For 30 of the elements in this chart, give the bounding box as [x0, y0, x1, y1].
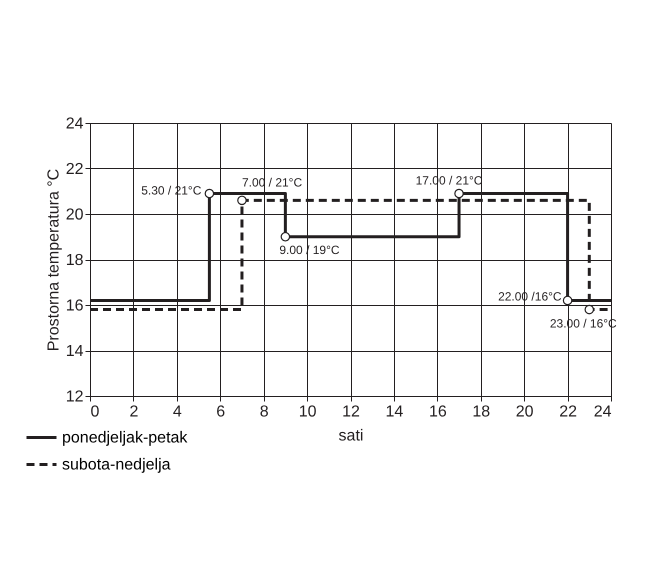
- x-tick-label: 2: [129, 404, 138, 420]
- x-tick-label: 14: [386, 404, 404, 420]
- legend-label: subota-nedjelja: [62, 456, 171, 474]
- x-tick-label: 4: [172, 404, 182, 420]
- point: [584, 304, 594, 314]
- legend-label: ponedjeljak-petak: [62, 430, 188, 446]
- x-tick-label: 6: [216, 404, 226, 420]
- point: [237, 196, 247, 206]
- x-tick-label: 24: [594, 404, 612, 420]
- x-tick-label: 8: [260, 404, 269, 420]
- y-tick-label: 12: [66, 388, 84, 406]
- y-tick-label: 20: [66, 206, 84, 224]
- point: [454, 188, 464, 198]
- x-tick-label: 22: [559, 404, 578, 420]
- x-tick-label: 0: [90, 404, 100, 420]
- y-tick-label: 18: [66, 252, 84, 269]
- x-tick-label: 20: [516, 404, 534, 420]
- y-axis-title: Prostorna temperatura °C: [46, 168, 63, 352]
- x-tick-label: 18: [472, 404, 490, 420]
- point: [562, 296, 572, 306]
- point: [204, 188, 214, 198]
- y-tick-label: 16: [66, 298, 84, 314]
- point: [280, 232, 290, 242]
- x-axis-title: sati: [338, 428, 364, 444]
- y-tick-label: 14: [66, 343, 84, 360]
- x-tick-label: 16: [428, 404, 447, 420]
- y-tick-label: 24: [66, 116, 84, 132]
- x-tick-label: 10: [298, 404, 317, 420]
- y-tick-label: 22: [66, 161, 84, 178]
- x-tick-label: 12: [342, 404, 360, 420]
